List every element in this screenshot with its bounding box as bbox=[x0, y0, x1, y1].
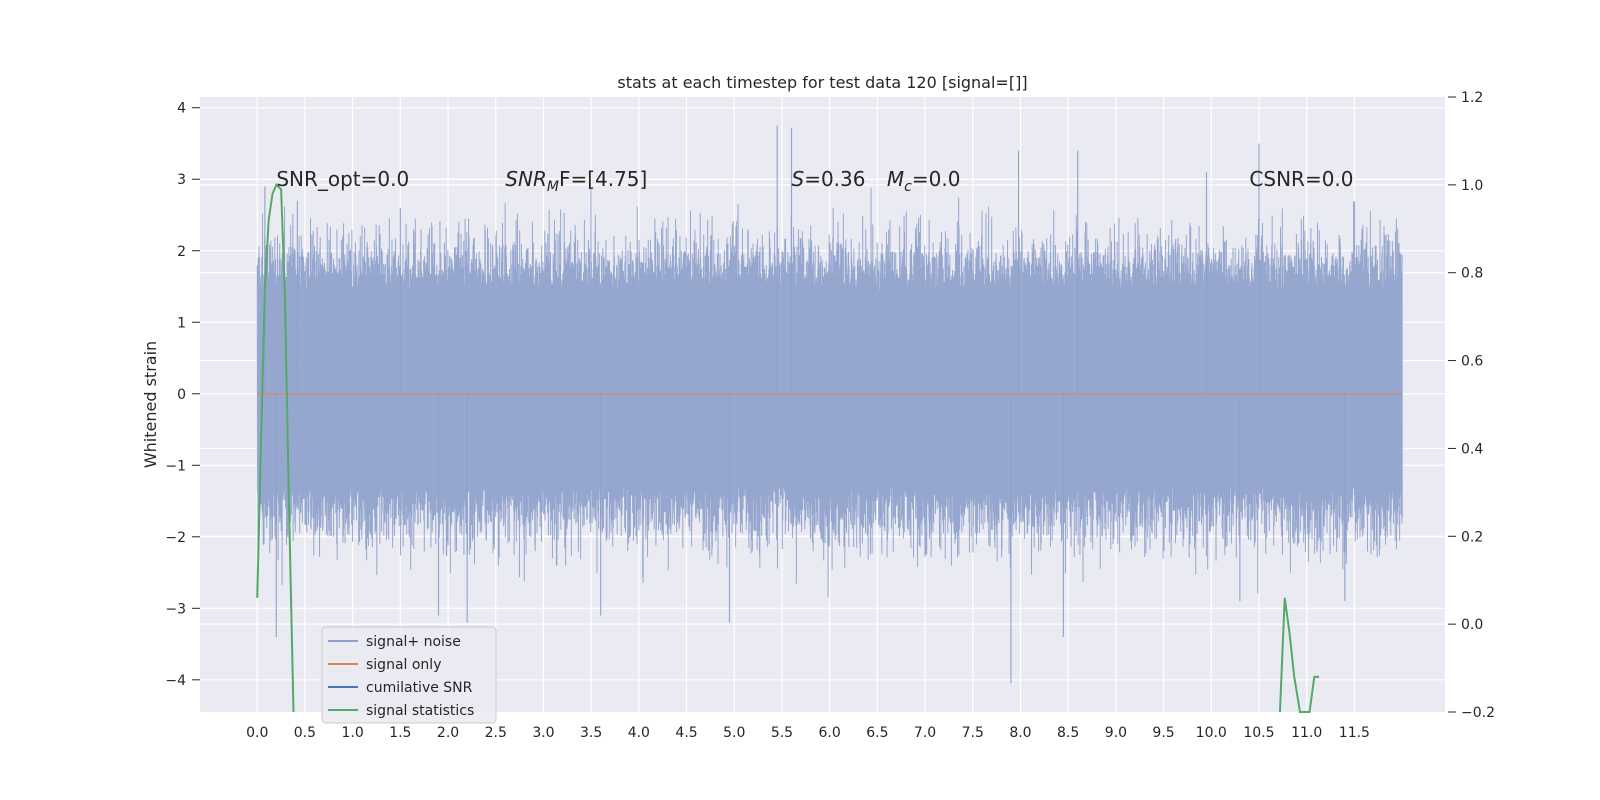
x-tick-label: 3.5 bbox=[580, 725, 602, 741]
y-tick-label: 1 bbox=[177, 315, 186, 331]
y-tick-label: 3 bbox=[177, 172, 186, 188]
y-tick-label: −3 bbox=[165, 601, 186, 617]
x-tick-label: 1.5 bbox=[389, 725, 411, 741]
x-tick-label: 4.0 bbox=[628, 725, 650, 741]
x-tick-label: 9.5 bbox=[1152, 725, 1174, 741]
x-tick-label: 2.5 bbox=[485, 725, 507, 741]
x-tick-label: 7.5 bbox=[962, 725, 984, 741]
stat-annotation: Mc=0.0 bbox=[887, 167, 961, 195]
x-tick-label: 0.5 bbox=[294, 725, 316, 741]
stat-annotation: SNR_opt=0.0 bbox=[276, 167, 409, 191]
y-tick-label: 0 bbox=[177, 387, 186, 403]
y-tick-label: −2 bbox=[165, 530, 186, 546]
x-tick-label: 8.5 bbox=[1057, 725, 1079, 741]
y2-tick-label: 0.4 bbox=[1461, 441, 1483, 457]
signal-noise-series bbox=[256, 125, 1403, 684]
x-tick-label: 3.0 bbox=[532, 725, 554, 741]
y-tick-label: −1 bbox=[165, 458, 186, 474]
x-tick-label: 9.0 bbox=[1105, 725, 1127, 741]
stat-annotation: CSNR=0.0 bbox=[1249, 167, 1353, 191]
stat-annotation: SNRMF=[4.75] bbox=[505, 167, 647, 195]
x-tick-label: 11.5 bbox=[1339, 725, 1370, 741]
legend: signal+ noise signal only cumilative SNR si… bbox=[321, 626, 497, 724]
signal-statistics-line bbox=[256, 183, 295, 713]
legend-label: cumilative SNR bbox=[366, 680, 473, 696]
x-tick-label: 6.5 bbox=[866, 725, 888, 741]
legend-box bbox=[321, 626, 497, 724]
legend-label: signal statistics bbox=[366, 703, 474, 719]
y2-tick-label: 1.0 bbox=[1461, 178, 1483, 194]
x-tick-label: 11.0 bbox=[1291, 725, 1322, 741]
y2-tick-label: 1.2 bbox=[1461, 90, 1483, 106]
signal-noise-trace bbox=[256, 187, 1403, 597]
x-tick-label: 8.0 bbox=[1009, 725, 1031, 741]
y2-tick-label: 0.0 bbox=[1461, 617, 1483, 633]
line-series bbox=[256, 183, 1403, 713]
x-tick-label: 5.5 bbox=[771, 725, 793, 741]
y-axis-label: Whitened strain bbox=[141, 341, 160, 468]
x-tick-label: 7.0 bbox=[914, 725, 936, 741]
x-tick-label: 6.0 bbox=[819, 725, 841, 741]
y2-tick-label: 0.2 bbox=[1461, 529, 1483, 545]
y2-tick-label: 0.8 bbox=[1461, 266, 1483, 282]
annotations: SNR_opt=0.0 SNRMF=[4.75] S=0.36 Mc=0.0 CSNR=… bbox=[276, 167, 1353, 195]
x-tick-label: 4.5 bbox=[675, 725, 697, 741]
y2-tick-label: −0.2 bbox=[1461, 705, 1495, 721]
legend-label: signal only bbox=[366, 657, 441, 673]
stat-annotation: S=0.36 bbox=[791, 167, 865, 191]
signal-statistics-line bbox=[1278, 597, 1320, 713]
y-tick-label: −4 bbox=[165, 673, 186, 689]
legend-label: signal+ noise bbox=[366, 634, 461, 650]
x-tick-label: 1.0 bbox=[342, 725, 364, 741]
x-tick-label: 2.0 bbox=[437, 725, 459, 741]
y-tick-label: 2 bbox=[177, 244, 186, 260]
x-tick-label: 10.0 bbox=[1196, 725, 1227, 741]
x-tick-label: 10.5 bbox=[1243, 725, 1274, 741]
y2-tick-label: 0.6 bbox=[1461, 354, 1483, 370]
axes: 0.0 0.5 1.0 1.5 2.0 2.5 3.0 3.5 4.0 4.5 5.0 5.5 6.0 6… bbox=[165, 90, 1495, 741]
y-tick-label: 4 bbox=[177, 101, 186, 117]
x-tick-label: 0.0 bbox=[246, 725, 268, 741]
chart-title: stats at each timestep for test data 120… bbox=[617, 73, 1027, 92]
x-tick-label: 5.0 bbox=[723, 725, 745, 741]
